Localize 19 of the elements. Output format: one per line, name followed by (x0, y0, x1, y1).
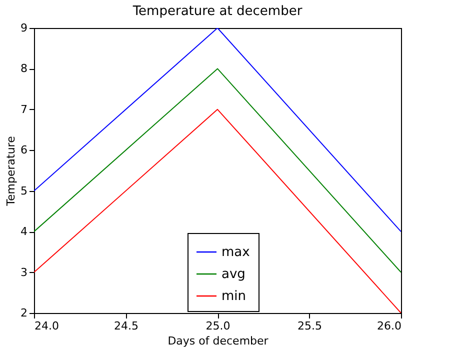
chart-title: Temperature at december (132, 4, 303, 19)
y-tick-label: 2 (20, 306, 28, 320)
x-tick-label: 24.0 (34, 320, 59, 332)
y-tick-label: 7 (20, 102, 28, 116)
y-tick-label: 6 (20, 144, 28, 157)
x-tick-label: 26.0 (377, 320, 402, 332)
y-tick-label: 3 (20, 266, 28, 279)
y-tick-label: 9 (20, 22, 28, 34)
x-axis-title: Days of december (168, 334, 269, 348)
y-tick-label: 4 (20, 225, 28, 238)
legend-label: min (222, 289, 246, 304)
y-axis-title: Temperature (4, 136, 18, 207)
x-tick-label: 24.5 (114, 320, 138, 332)
x-tick-label: 25.0 (206, 320, 230, 332)
legend-label: max (222, 245, 250, 260)
y-tick-label: 5 (20, 184, 28, 198)
y-tick-label: 8 (20, 62, 28, 76)
x-tick-label: 25.5 (298, 320, 322, 332)
legend-label: avg (222, 267, 246, 282)
